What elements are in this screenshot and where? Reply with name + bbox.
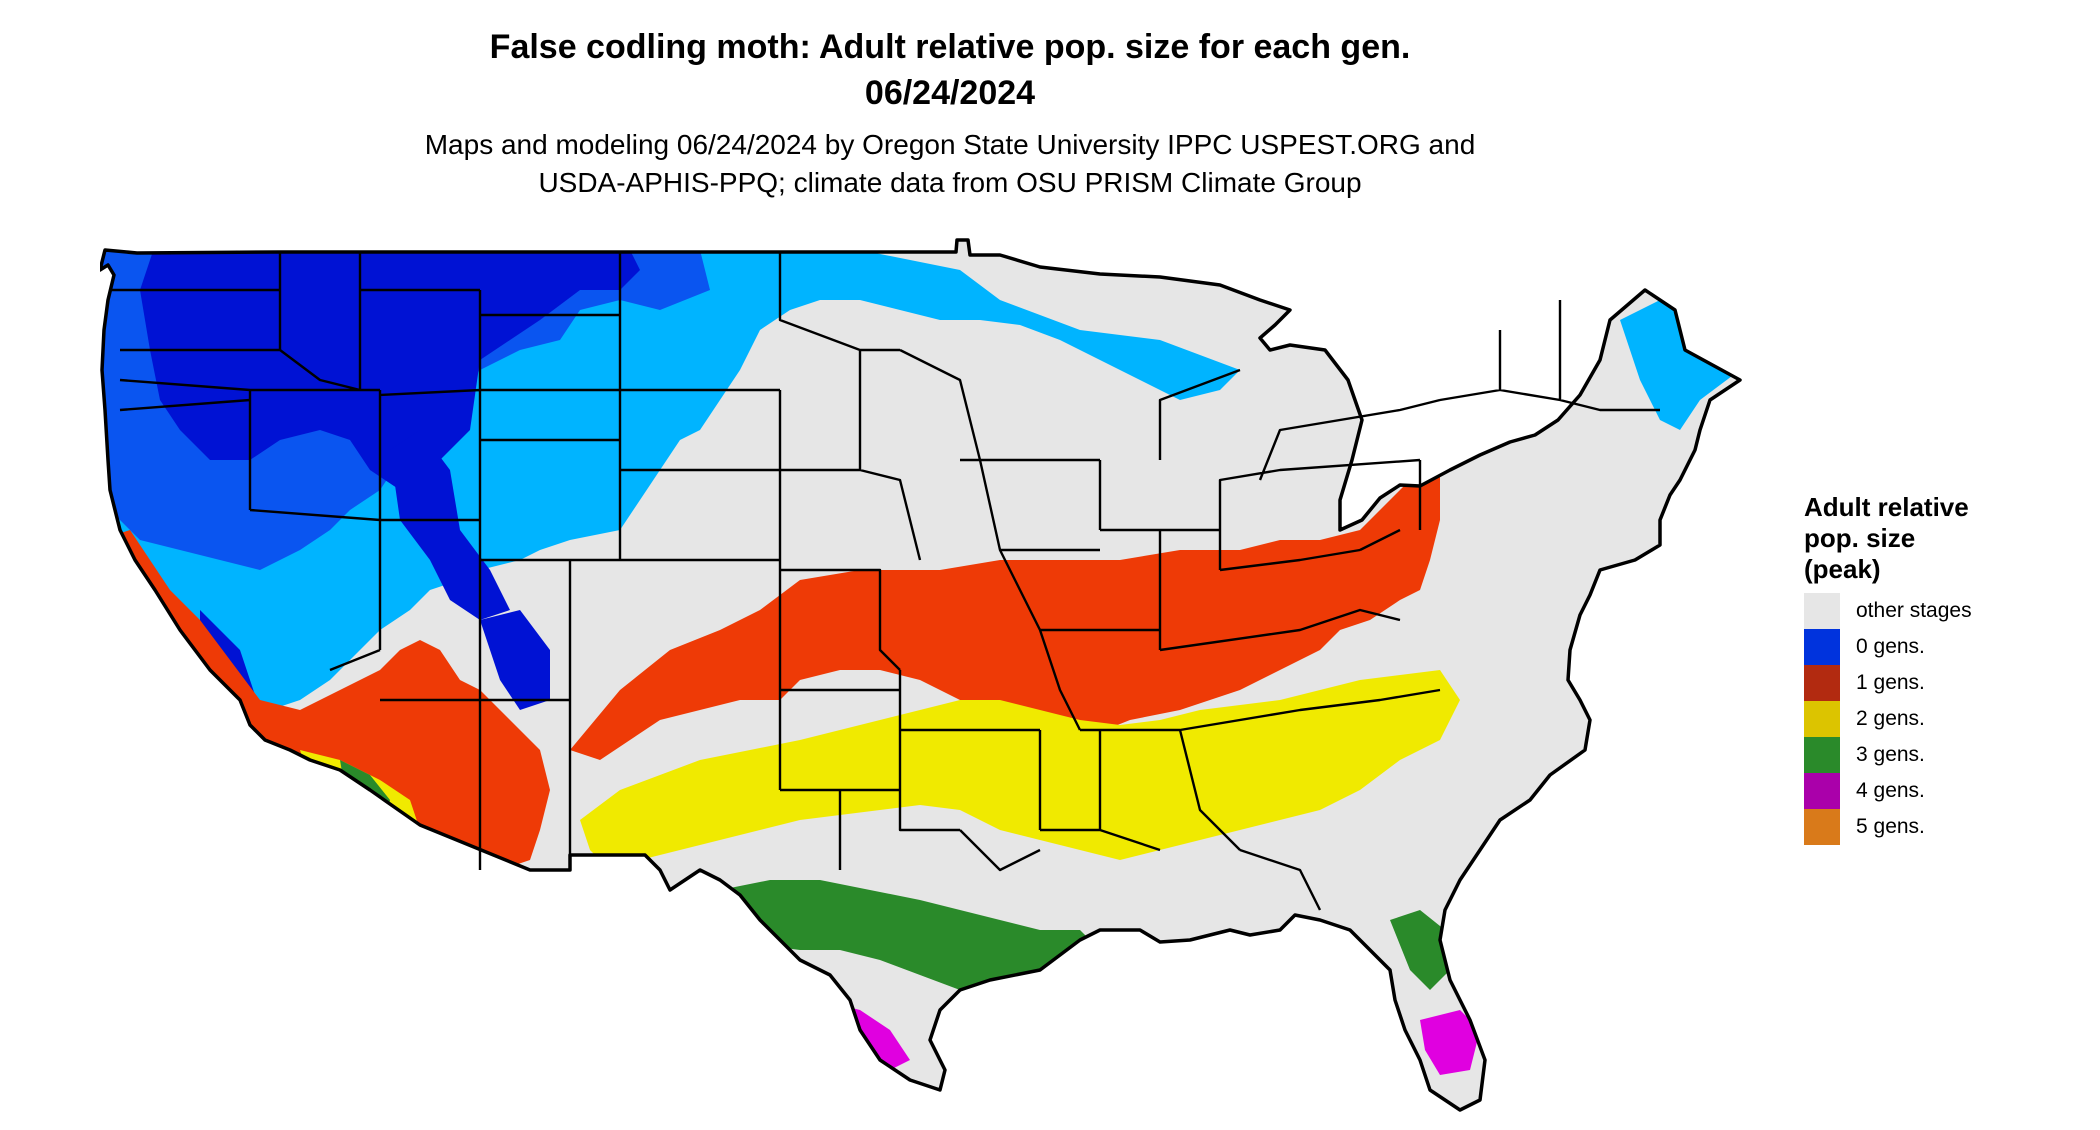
gen4-south-florida: [1420, 1010, 1480, 1075]
legend-swatch: [1804, 701, 1840, 737]
map-title: False codling moth: Adult relative pop. …: [489, 28, 1411, 66]
legend-item-other-stages: other stages: [1804, 593, 2084, 629]
legend-item-4-gens: 4 gens.: [1804, 773, 2084, 809]
gen0-light-ne-region: [1620, 300, 1740, 430]
legend-label: 0 gens.: [1856, 635, 1925, 658]
gen3-florida-region: [1390, 910, 1450, 990]
map-date: 06/24/2024: [864, 74, 1036, 112]
legend-swatch: [1804, 737, 1840, 773]
map-credits-line1: Maps and modeling 06/24/2024 by Oregon S…: [424, 129, 1476, 160]
legend-swatch: [1804, 665, 1840, 701]
legend-item-1-gens: 1 gens.: [1804, 665, 2084, 701]
legend-swatch: [1804, 629, 1840, 665]
gen3-light-region: [600, 920, 680, 950]
legend-item-2-gens: 2 gens.: [1804, 701, 2084, 737]
border-lines: [110, 252, 1660, 911]
legend-title-line2: pop. size: [1804, 523, 1916, 553]
gen0-dark-region: [140, 240, 640, 490]
legend: Adult relative pop. size (peak) other st…: [1804, 492, 2084, 845]
legend-label: 1 gens.: [1856, 671, 1925, 694]
legend-item-0-gens: 0 gens.: [1804, 629, 2084, 665]
legend-swatch: [1804, 773, 1840, 809]
legend-label: 2 gens.: [1856, 707, 1925, 730]
legend-label: 4 gens.: [1856, 779, 1925, 802]
state-borders: [100, 238, 1742, 1112]
gen0-dark-colorado: [480, 610, 550, 710]
legend-label: 5 gens.: [1856, 815, 1925, 838]
legend-item-3-gens: 3 gens.: [1804, 737, 2084, 773]
legend-title-line1: Adult relative: [1804, 492, 1969, 522]
legend-item-5-gens: 5 gens.: [1804, 809, 2084, 845]
legend-items: other stages 0 gens. 1 gens. 2 gens. 3 g…: [1804, 593, 2084, 845]
legend-label: 3 gens.: [1856, 743, 1925, 766]
legend-label: other stages: [1856, 599, 1972, 622]
map-credits-line2: USDA-APHIS-PPQ; climate data from OSU PR…: [538, 167, 1362, 198]
gen1-central-region: [570, 470, 1440, 760]
legend-title-line3: (peak): [1804, 554, 1881, 584]
legend-swatch: [1804, 593, 1840, 629]
us-map: [100, 238, 1742, 1112]
gen1-west-region: [100, 530, 550, 870]
legend-swatch: [1804, 809, 1840, 845]
